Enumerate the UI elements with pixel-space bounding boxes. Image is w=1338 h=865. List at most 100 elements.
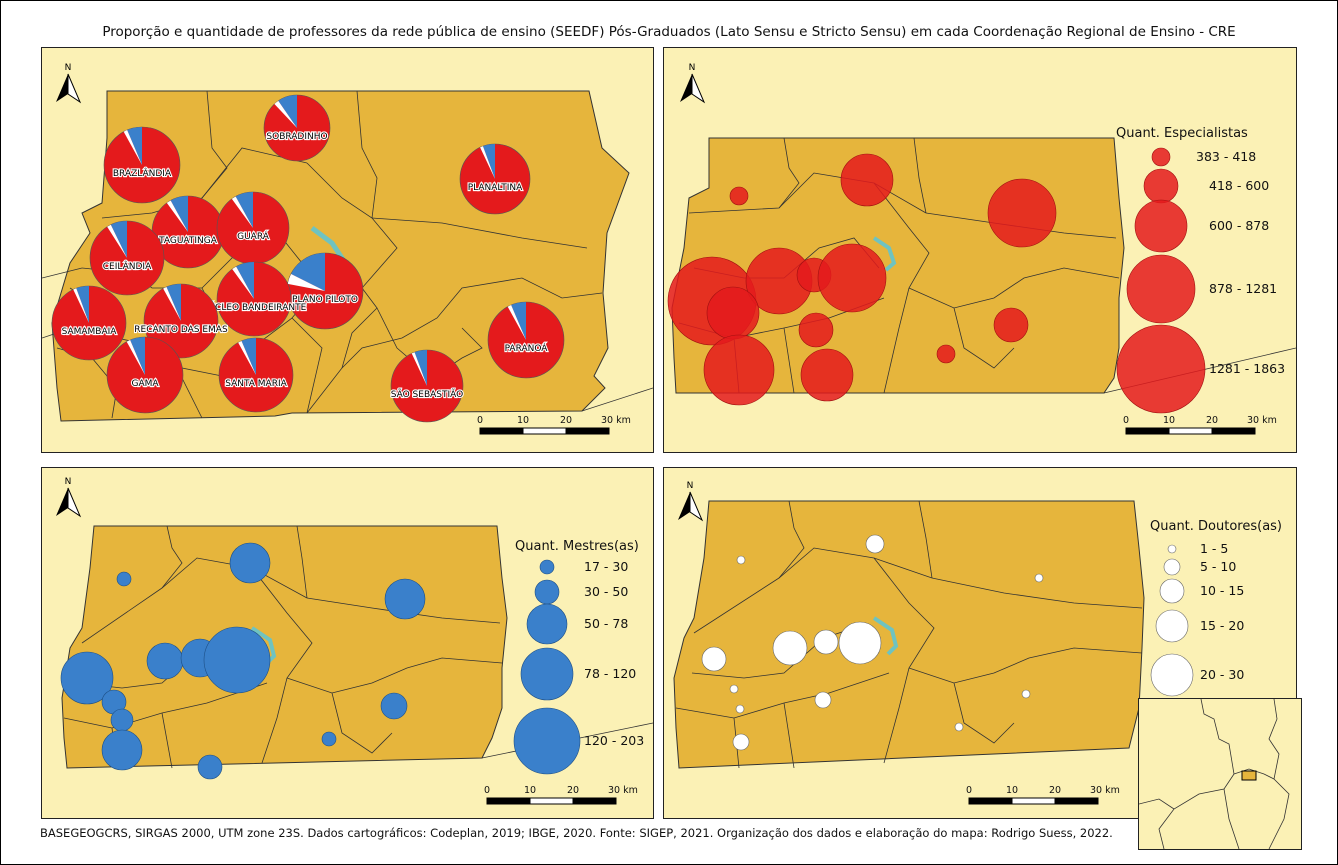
inset-svg [1138,698,1290,850]
panel-especialistas-svg: Quant. Especialistas 383 - 418 418 - 600 60… [667,63,1296,435]
cre-label: SÃO SEBASTIÃO [391,389,464,400]
proportional-symbol [954,722,964,732]
scale-bar: 0 10 20 30 km [1123,415,1277,435]
legend-symbol [539,559,555,575]
proportional-symbol [729,186,749,206]
legend-class-label: 78 - 120 [584,666,636,681]
especialistas-legend: Quant. Especialistas 383 - 418 418 - 600 60… [1116,126,1285,414]
pie-chart-cre: PLANALTINA [459,143,531,215]
proportional-symbol [60,651,114,705]
legend-class-label: 50 - 78 [584,616,628,631]
pie-slice-mestres [278,95,297,128]
legend-class-label: 30 - 50 [584,584,628,599]
scale-bar: 0 10 20 30 km [477,415,631,435]
proportional-symbol [732,733,750,751]
pie-slice-doutores [274,100,297,128]
scale-tick-label: 30 km [1247,415,1277,426]
legend-symbol [526,603,568,645]
scale-tick-label: 20 [1049,785,1061,796]
proportional-symbol [101,729,143,771]
scale-tick-label: 0 [477,415,483,426]
pie-slice-mestres [236,262,254,299]
proportional-symbol [1021,689,1031,699]
pie-chart-cre: GUARÁ [216,191,290,265]
legend-symbol [1116,324,1206,414]
scale-segment [1011,797,1056,805]
proportional-symbol [736,555,746,565]
scale-segment [572,797,617,805]
legend-symbol [1159,578,1185,604]
cre-label: CEILÂNDIA [103,260,152,272]
legend-symbol [520,647,574,701]
proportional-symbol [203,626,271,694]
doutores-legend: Quant. Doutores(as) 1 - 5 5 - 10 10 - 15 15 … [1150,519,1282,697]
cre-label: PLANALTINA [468,183,523,193]
legend-class-label: 418 - 600 [1209,178,1269,193]
legend-class-label: 383 - 418 [1196,149,1256,164]
cre-label: TAGUATINGA [158,236,218,246]
pie-slice-doutores [231,196,253,228]
north-arrow-icon: N [678,481,704,522]
pie-slice-doutores [232,266,254,299]
panel-doutores-svg: Quant. Doutores(as) 1 - 5 5 - 10 10 - 15 15 … [673,481,1282,805]
legend-class-label: 600 - 878 [1209,218,1269,233]
pie-slice-doutores [238,340,256,375]
proportional-symbol [987,178,1057,248]
pie-chart-cre: PLANO PILOTO [286,252,364,330]
pie-chart-cre: SÃO SEBASTIÃO [390,349,464,423]
legend-symbol [1126,254,1196,324]
proportional-symbol [936,344,956,364]
scale-tick-label: 20 [1206,415,1218,426]
pie-slice-mestres [482,144,495,179]
scale-tick-label: 0 [1123,415,1129,426]
proportional-symbol [817,243,887,313]
legend-class-label: 10 - 15 [1200,583,1244,598]
cre-label: PARANOÁ [505,342,549,354]
legend-symbol [1155,609,1189,643]
doutores-symbols [701,534,1044,751]
pie-slice-mestres [414,350,427,386]
pie-layer [42,48,653,452]
north-label: N [65,477,72,487]
pie-slice-mestres [166,284,181,321]
proportional-symbol [865,534,885,554]
scale-segment [565,427,610,435]
mestres-legend: Quant. Mestres(as) 17 - 30 30 - 50 50 - 78 7… [513,539,644,775]
proportional-symbol [838,621,882,665]
map-title: Proporção e quantidade de professores da… [102,24,1236,40]
proportional-symbol [814,691,832,709]
pie-slice-doutores [480,146,495,179]
scale-tick-label: 0 [484,785,490,796]
proportional-symbol [840,153,894,207]
pie-chart-cre: SOBRADINHO [263,94,331,162]
legend-symbol [1151,147,1171,167]
panel-especialistas: Quant. Especialistas 383 - 418 418 - 600 60… [663,47,1297,453]
scale-tick-label: 20 [567,785,579,796]
pie-slice-doutores [507,305,526,340]
cre-label: GUARÁ [237,230,270,242]
pie-slice-mestres [291,253,325,291]
scale-tick-label: 10 [1006,785,1018,796]
cre-label: SOBRADINHO [266,132,327,142]
legend-class-label: 878 - 1281 [1209,281,1277,296]
proportional-symbol [703,334,775,406]
proportional-symbol [321,731,337,747]
proportional-symbol [146,642,184,680]
proportional-symbol [701,646,727,672]
scale-segment [486,797,531,805]
panel-proportion-svg: N 0 10 20 30 km SOBRADINHO BRAZLÂNDIA PLANALTIN… [42,63,653,435]
panel-mestres-svg: Quant. Mestres(as) 17 - 30 30 - 50 50 - 78 7… [56,477,653,805]
scale-tick-label: 30 km [1090,785,1120,796]
cre-label: RECANTO DAS EMAS [134,325,228,335]
pie-slice-doutores [123,130,142,165]
pie-slice-mestres [235,192,253,228]
legend-title: Quant. Doutores(as) [1150,519,1282,534]
proportional-symbol [229,542,271,584]
pie-slice-doutores [73,288,89,323]
proportional-symbol [735,704,745,714]
proportional-symbol [116,571,132,587]
pie-slice-mestres [110,221,127,258]
pie-slice-mestres [241,338,256,375]
legend-symbol [1163,558,1181,576]
pie-slice-mestres [511,302,526,340]
